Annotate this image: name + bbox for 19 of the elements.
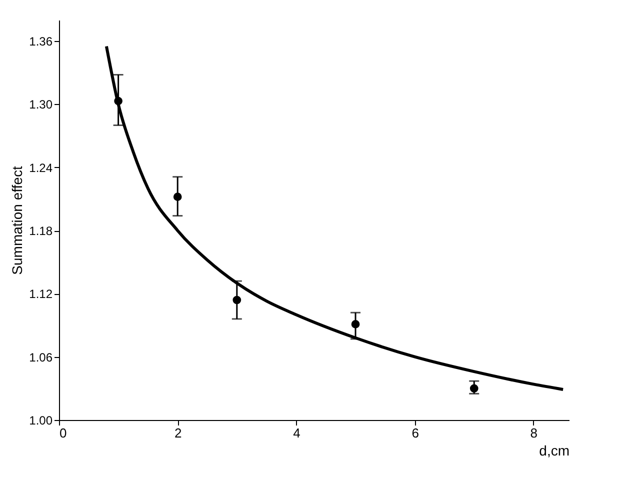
point [232,296,242,304]
y-tick-label: 1.36 [29,34,53,49]
line-series [104,44,565,391]
x-tick-label: 0 [60,426,67,440]
x-tick-label: 2 [174,426,182,440]
y-tick-label: 1.12 [29,287,53,302]
y-tick-label: 1.30 [29,98,53,112]
y-axis-title: Summation effect [9,166,26,275]
y-tick-label: 1.24 [29,160,53,175]
x-tick-label: 6 [412,426,419,440]
x-axis-title: d,cm [539,442,570,458]
y-tick-label: 1.00 [29,414,53,428]
y-tick-label: 1.06 [29,350,53,364]
x-tick-label: 8 [530,426,538,440]
point [470,384,478,393]
point [351,320,360,328]
x-tick-label: 4 [293,426,300,440]
point [173,192,182,202]
y-tick-label: 1.18 [29,224,53,238]
